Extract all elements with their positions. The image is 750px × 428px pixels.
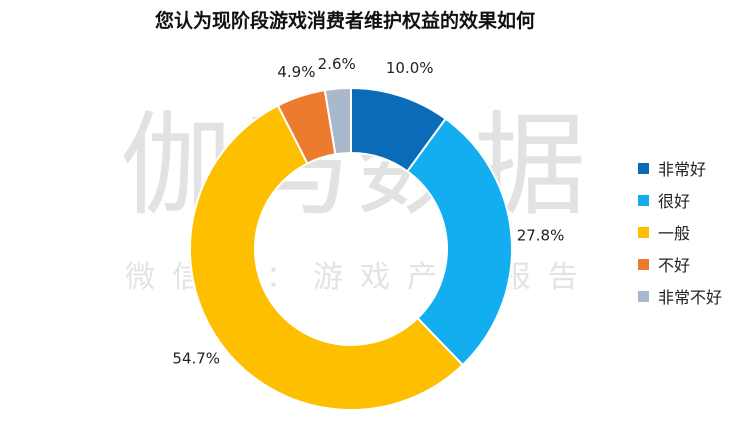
data-label-3: 54.7% xyxy=(172,350,220,368)
legend-swatch xyxy=(638,194,649,206)
legend-item-2: 很好 xyxy=(638,184,722,216)
legend-swatch xyxy=(638,290,649,302)
legend-label: 非常好 xyxy=(658,160,707,179)
slice-5 xyxy=(323,86,352,156)
legend-label: 不好 xyxy=(658,256,691,275)
slice-3 xyxy=(189,104,465,411)
legend-item-1: 非常好 xyxy=(638,152,722,184)
data-label-4: 4.9% xyxy=(277,63,315,81)
legend-swatch xyxy=(638,258,649,270)
legend-item-4: 不好 xyxy=(638,248,722,280)
data-label-5: 2.6% xyxy=(318,55,356,73)
legend-swatch xyxy=(638,162,649,174)
legend-item-5: 非常不好 xyxy=(638,280,722,312)
legend-item-3: 一般 xyxy=(638,216,722,248)
donut-slices xyxy=(189,86,513,411)
legend-label: 很好 xyxy=(658,192,691,211)
data-labels: 10.0% 27.8% 54.7% 4.9% 2.6% xyxy=(172,55,564,368)
data-label-1: 10.0% xyxy=(386,59,434,77)
legend-label: 一般 xyxy=(658,224,691,243)
chart-legend: 非常好很好一般不好非常不好 xyxy=(638,152,722,312)
chart-title: 您认为现阶段游戏消费者维护权益的效果如何 xyxy=(154,10,535,32)
data-label-2: 27.8% xyxy=(517,226,565,244)
slice-2 xyxy=(406,117,513,367)
legend-swatch xyxy=(638,226,649,238)
legend-label: 非常不好 xyxy=(658,288,723,307)
